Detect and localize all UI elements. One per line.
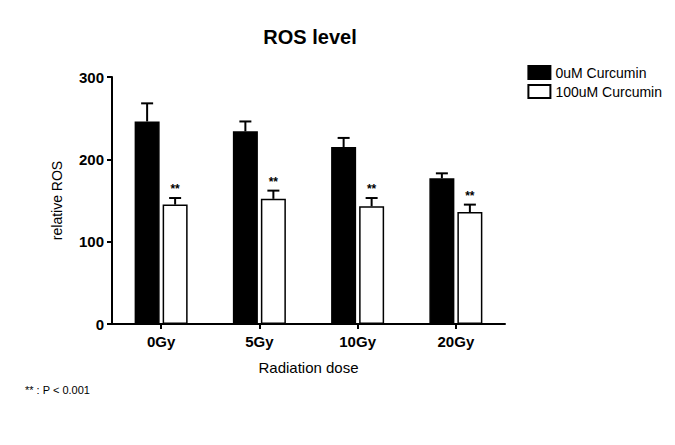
svg-text:**: **	[269, 175, 279, 189]
svg-text:10Gy: 10Gy	[339, 333, 376, 350]
svg-text:relative ROS: relative ROS	[49, 161, 65, 240]
svg-text:100uM Curcumin: 100uM Curcumin	[555, 84, 662, 100]
svg-text:**: **	[170, 182, 180, 196]
svg-text:0: 0	[96, 316, 104, 333]
svg-text:0Gy: 0Gy	[147, 333, 176, 350]
svg-text:** : P < 0.001: ** : P < 0.001	[25, 384, 90, 396]
svg-text:ROS level: ROS level	[263, 26, 356, 48]
svg-text:200: 200	[79, 151, 104, 168]
svg-text:100: 100	[79, 233, 104, 250]
svg-text:300: 300	[79, 69, 104, 86]
svg-text:0uM Curcumin: 0uM Curcumin	[555, 65, 646, 81]
svg-text:20Gy: 20Gy	[438, 333, 475, 350]
svg-text:**: **	[465, 189, 475, 203]
svg-text:5Gy: 5Gy	[245, 333, 274, 350]
svg-text:Radiation dose: Radiation dose	[258, 359, 358, 376]
svg-text:**: **	[367, 182, 377, 196]
